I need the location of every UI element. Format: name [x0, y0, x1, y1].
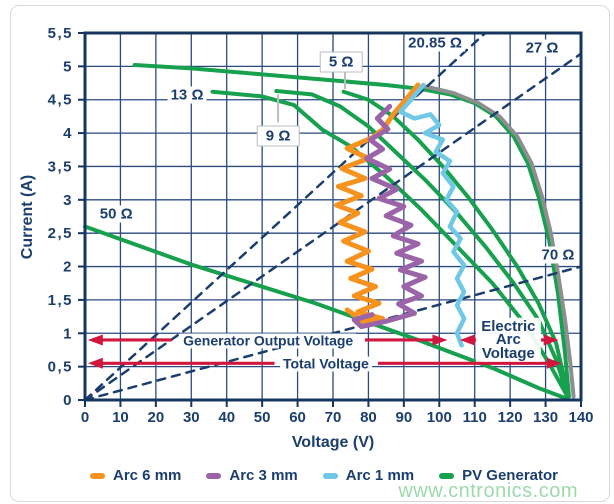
series-arc-6mm: [334, 82, 421, 324]
series-arc-3mm: [351, 103, 428, 330]
voltage-arrows: [87, 334, 562, 369]
x-tick-label: 40: [218, 409, 235, 426]
y-tick-label: 1: [63, 325, 73, 342]
legend-label-arc-1mm: Arc 1 mm: [345, 467, 415, 484]
y-tick-label: 4: [63, 125, 73, 142]
arrowhead-electric-arc-voltage: [543, 334, 559, 346]
y-axis-title: Current (A): [19, 174, 36, 260]
legend-swatch-arc-1mm: [322, 472, 338, 479]
arrowhead-generator-output-voltage: [432, 334, 448, 346]
legend-item-arc-1mm: Arc 1 mm: [322, 467, 415, 484]
series-pv-gray: [423, 84, 576, 399]
x-tick-label: 110: [463, 409, 487, 426]
y-tick-label: 2,5: [48, 225, 73, 242]
y-tick-label: 4,5: [48, 92, 73, 109]
x-tick-label: 10: [112, 409, 129, 426]
legend-swatch-arc-6mm: [90, 472, 105, 479]
y-tick-label: 0: [63, 392, 73, 409]
y-tick-label: 5: [63, 58, 73, 75]
x-tick-label: 60: [289, 409, 306, 426]
legend-item-arc-3mm: Arc 3 mm: [206, 467, 298, 484]
y-tick-label: 2: [63, 259, 73, 276]
tick-labels: 0 10 20 30 40 50 60 70 80 90 100 110 120 130 140 0 0,5 1 1…: [48, 25, 594, 426]
series-pv-9ohm: [274, 89, 570, 399]
label-leaders: [277, 71, 347, 123]
arrowhead-total-voltage: [546, 357, 562, 369]
x-tick-label: 0: [81, 409, 89, 426]
x-tick-label: 120: [498, 409, 523, 426]
x-tick-label: 90: [396, 409, 413, 426]
x-tick-label: 30: [183, 409, 200, 426]
legend-label-arc-3mm: Arc 3 mm: [229, 467, 298, 484]
legend: Arc 6 mm Arc 3 mm Arc 1 mm PV Generator: [90, 467, 558, 484]
legend-label-pv-generator: PV Generator: [462, 467, 558, 484]
x-tick-label: 140: [568, 409, 593, 426]
y-tick-label: 3,5: [48, 158, 73, 175]
y-tick-label: 1,5: [48, 292, 73, 309]
series-load-27ohm: [83, 52, 583, 402]
x-tick-label: 80: [360, 409, 377, 426]
y-tick-label: 5,5: [48, 25, 73, 42]
legend-item-pv-generator: PV Generator: [439, 467, 558, 484]
gridlines: [85, 33, 581, 400]
legend-swatch-arc-3mm: [206, 472, 222, 479]
x-axis-title: Voltage (V): [291, 434, 375, 451]
legend-swatch-pv-generator: [439, 472, 455, 479]
x-tick-label: 20: [148, 409, 165, 426]
plot-frame: [83, 31, 583, 402]
arrowhead-electric-arc-voltage: [459, 334, 475, 346]
series-load-70ohm: [83, 265, 583, 402]
arrowhead-generator-output-voltage: [87, 334, 103, 346]
x-tick-label: 130: [533, 409, 558, 426]
legend-item-arc-6mm: Arc 6 mm: [90, 467, 181, 484]
arrowhead-total-voltage: [87, 357, 103, 369]
series-load-50ohm: [83, 224, 568, 400]
watermark: www.cntronics.com: [398, 480, 578, 502]
series-arc-1mm: [398, 82, 467, 348]
x-tick-label: 70: [325, 409, 342, 426]
y-tick-label: 3: [63, 192, 73, 209]
x-tick-label: 100: [427, 409, 452, 426]
legend-label-arc-6mm: Arc 6 mm: [113, 467, 182, 484]
y-tick-label: 0,5: [48, 359, 73, 376]
x-tick-label: 50: [254, 409, 271, 426]
axis-ticks: [78, 32, 582, 407]
